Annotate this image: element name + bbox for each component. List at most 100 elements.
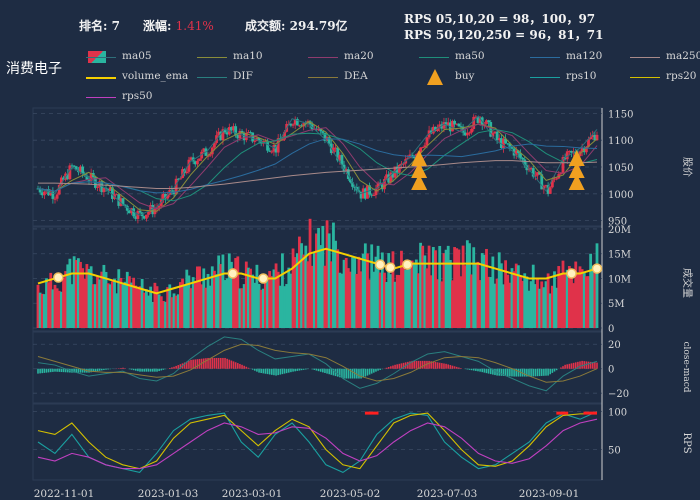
candle-body — [147, 212, 150, 215]
volume-bar — [431, 247, 435, 328]
candle-body — [198, 158, 201, 161]
legend-swatch-ma05 — [86, 57, 116, 58]
candle-body — [136, 210, 140, 219]
volume-bar — [215, 274, 218, 328]
volume-bar — [96, 275, 99, 328]
volume-bar — [595, 243, 599, 328]
volume-bar — [544, 281, 548, 328]
candle-body — [253, 140, 257, 142]
volume-bar — [325, 220, 329, 328]
volume-bar — [349, 271, 352, 328]
volume-bar — [70, 284, 74, 328]
turnover-text: 成交额: 294.79亿 — [245, 17, 348, 34]
candle-body — [72, 165, 76, 167]
volume-signal-dot — [258, 273, 269, 284]
volume-bar — [304, 245, 308, 328]
candle-body — [410, 154, 414, 157]
volume-bar — [74, 260, 78, 328]
volume-bar — [423, 255, 427, 328]
candle-body — [438, 124, 442, 128]
volume-bar — [366, 253, 369, 328]
legend-label-volume_ema: volume_ema — [122, 70, 189, 82]
volume-bar — [272, 269, 276, 328]
volume-bar — [476, 261, 480, 328]
volume-bar — [427, 245, 431, 328]
volume-bar — [480, 253, 484, 328]
volume-bar — [357, 256, 361, 328]
candle-body — [223, 129, 227, 133]
volume-bar — [378, 272, 382, 328]
candle-body — [298, 125, 301, 127]
volume-bar — [491, 256, 495, 328]
candle-body — [459, 126, 463, 128]
candle-body — [187, 159, 191, 172]
candle-body — [247, 132, 250, 134]
candle-body — [257, 138, 261, 141]
candle-body — [102, 187, 106, 193]
candle-body — [74, 166, 78, 171]
volume-bar — [42, 294, 46, 328]
candle-body — [580, 148, 584, 152]
volume-bar — [397, 275, 401, 328]
candle-body — [376, 182, 380, 189]
volume-bar — [363, 243, 367, 328]
volume-bar — [108, 284, 112, 328]
volume-bar — [417, 273, 420, 328]
volume-bar — [249, 268, 252, 328]
turnover-value: 294.79亿 — [289, 19, 348, 33]
macd-axis-title: close-macd — [681, 341, 691, 392]
volume-bar — [181, 278, 184, 328]
volume-bar — [404, 269, 408, 328]
volume-bar — [208, 285, 212, 328]
volume-bar — [232, 268, 235, 328]
volume-bar — [591, 265, 595, 328]
rps-tick-label: 100 — [608, 408, 627, 419]
candle-body — [529, 168, 533, 170]
candle-body — [268, 150, 272, 152]
legend-label-buy: buy — [455, 70, 475, 82]
volume-bar — [440, 281, 444, 328]
legend-label-rps10: rps10 — [566, 70, 597, 82]
candle-body — [45, 189, 48, 192]
candle-body — [514, 150, 518, 156]
volume-bar — [125, 271, 129, 328]
candle-body — [213, 142, 216, 148]
candle-body — [317, 128, 320, 131]
candle-body — [119, 198, 123, 206]
volume-bar — [336, 249, 340, 328]
volume-bar — [142, 292, 146, 328]
candle-body — [59, 177, 63, 185]
candle-body — [451, 120, 454, 132]
candle-body — [162, 193, 165, 199]
candle-body — [595, 134, 599, 141]
volume-bar — [521, 280, 525, 328]
volume-bar — [453, 247, 456, 328]
candle-body — [510, 147, 514, 149]
candle-body — [385, 174, 388, 180]
volume-bar — [193, 280, 197, 328]
candle-body — [96, 186, 99, 188]
candle-body — [110, 187, 114, 199]
buy-marker — [568, 150, 585, 166]
volume-bar — [572, 283, 576, 328]
volume-bar — [170, 297, 174, 328]
rps-tick-label: 50 — [608, 446, 621, 457]
candle-body — [391, 172, 395, 178]
legend-label-DIF: DIF — [233, 70, 253, 82]
volume-bar — [240, 288, 244, 328]
volume-bar — [419, 242, 422, 328]
volume-bar — [321, 226, 325, 328]
candle-body — [134, 216, 138, 219]
volume-bar — [62, 277, 65, 328]
volume-bar — [463, 265, 467, 328]
macd-tick-label: −20 — [608, 389, 629, 400]
volume-bar — [338, 272, 342, 328]
volume-bar — [221, 254, 225, 328]
candle-body — [115, 194, 119, 196]
candle-body — [463, 132, 467, 136]
candle-body — [202, 148, 206, 152]
candle-body — [491, 133, 495, 137]
candle-body — [106, 189, 110, 191]
volume-bar — [385, 282, 388, 328]
